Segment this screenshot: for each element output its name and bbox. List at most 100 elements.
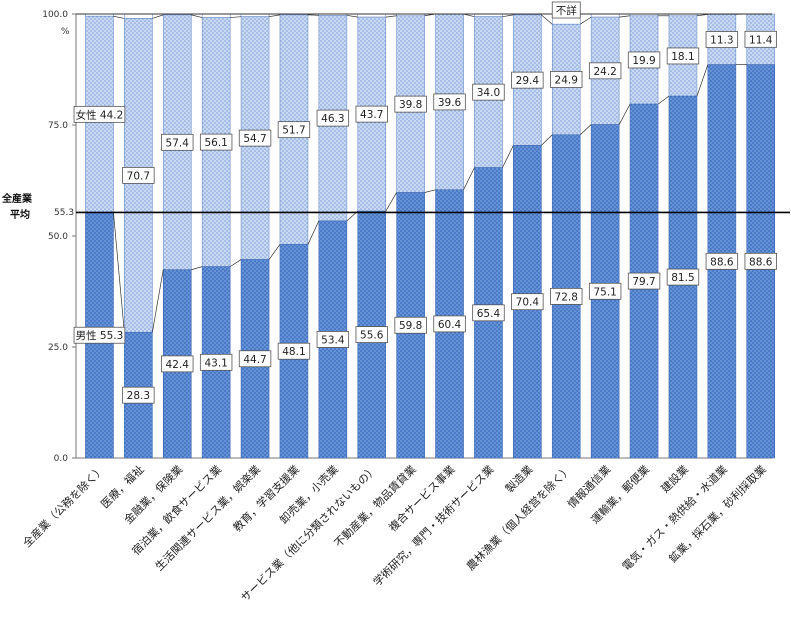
connector-female [113, 15, 125, 19]
label-male-box [744, 252, 777, 270]
label-female: 39.8 [394, 95, 427, 113]
y-axis-unit: % [61, 27, 70, 37]
label-male: 59.8 [394, 316, 427, 334]
label-male: 65.4 [472, 304, 505, 322]
label-male: 72.8 [550, 287, 583, 305]
label-unknown-text: 不詳 [556, 4, 577, 17]
label-female-text: 70.7 [127, 170, 150, 182]
label-female-text: 43.7 [360, 109, 383, 121]
label-male-box [355, 326, 388, 343]
y-tick-label: 50.0 [48, 232, 68, 242]
label-female-text: 18.1 [671, 51, 694, 63]
y-tick-label: 0.0 [54, 454, 69, 464]
label-male: 43.1 [199, 353, 233, 371]
label-male-text: 88.6 [749, 256, 773, 268]
y-tick-label: 25.0 [48, 343, 68, 353]
label-female-text: 39.8 [399, 99, 422, 111]
label-female: 29.4 [511, 71, 544, 89]
label-male-text: 28.3 [127, 390, 150, 402]
connector-female [346, 14, 358, 18]
category-labels: 全産業（公務を除く）医療，福祉金融業，保険業宿泊業，飲食サービス業生活関連サービ… [20, 462, 769, 604]
label-male: 75.1 [588, 282, 622, 300]
bars [85, 13, 776, 459]
average-label-line1: 全産業 [1, 192, 33, 205]
label-female-text: 39.6 [438, 97, 462, 109]
connector-female [152, 14, 164, 19]
label-female-text: 11.4 [749, 34, 773, 46]
label-male-text: 53.4 [321, 334, 345, 346]
connector-male [580, 124, 592, 136]
connector-female [268, 14, 281, 18]
connector-male [385, 192, 397, 212]
label-female-box [161, 133, 194, 151]
label-female-box [73, 105, 126, 123]
label-female-text: 51.7 [282, 125, 305, 137]
label-female-box [277, 121, 311, 139]
label-female: 43.7 [355, 105, 388, 123]
label-male: 44.7 [238, 350, 272, 368]
label-female-text: 34.0 [477, 87, 500, 99]
connector-male [541, 134, 553, 146]
label-female-box [627, 51, 661, 69]
label-female-text: 24.9 [555, 74, 578, 86]
y-tick-label: 100.0 [42, 10, 68, 20]
label-female: 70.7 [122, 166, 155, 184]
label-male-box [394, 316, 427, 334]
label-male-text: 男性 55.3 [76, 329, 124, 342]
connector-male [191, 266, 203, 271]
label-female: 11.4 [744, 30, 777, 48]
category-label: 製造業 [502, 462, 535, 495]
label-female-box [238, 129, 272, 147]
label-male-box [161, 355, 194, 373]
connector-male [502, 145, 514, 168]
label-unknown: 不詳 [551, 1, 581, 19]
label-female-box [588, 62, 622, 80]
label-male: 42.4 [161, 355, 194, 373]
label-male-text: 79.7 [632, 276, 655, 288]
label-female: 19.9 [627, 51, 661, 69]
label-female: 24.9 [550, 71, 583, 88]
category-label: 全産業（公務を除く） [20, 462, 108, 550]
y-axis: 0.0 25.0 50.0 75.0 100.0 % [42, 10, 77, 464]
label-female-text: 19.9 [632, 55, 655, 67]
average-label-line2: 平均 [10, 208, 30, 221]
series-connector-lines [113, 13, 747, 333]
label-female-box [550, 71, 583, 88]
label-male-box [472, 304, 505, 322]
label-male-box [316, 331, 350, 348]
label-male-text: 43.1 [204, 357, 227, 369]
label-unknown-box [551, 1, 581, 19]
label-female-box [316, 109, 350, 127]
label-female-text: 54.7 [243, 133, 266, 145]
label-male: 79.7 [627, 272, 661, 290]
connector-male [424, 189, 436, 193]
connector-female [191, 14, 203, 18]
label-male-box [199, 353, 233, 371]
label-female-text: 56.1 [204, 137, 227, 149]
label-female: 57.4 [161, 133, 194, 151]
label-female-box [122, 166, 155, 184]
label-male: 53.4 [316, 331, 350, 348]
label-female-box [666, 47, 700, 65]
average-line-group [76, 13, 790, 214]
label-male: 88.6 [744, 252, 777, 270]
category-label: 建設業 [658, 462, 691, 495]
average-value-label: 55.3 [54, 208, 74, 218]
label-female: 18.1 [666, 47, 700, 65]
label-male-text: 42.4 [166, 359, 190, 371]
label-female: 女性 44.2 [73, 105, 126, 123]
label-female: 54.7 [238, 129, 272, 147]
label-male-text: 65.4 [477, 308, 501, 320]
label-male-box [550, 287, 583, 305]
label-female-text: 29.4 [516, 75, 540, 87]
connector-female [230, 16, 242, 18]
label-male-box [238, 350, 272, 368]
label-male-text: 81.5 [671, 272, 694, 284]
connector-male [696, 64, 709, 97]
label-female-box [355, 105, 388, 123]
label-male-box [588, 282, 622, 300]
data-labels: 男性 55.3 女性 44.2 28.3 70.7 42.4 57.4 43.1 56.1 44… [73, 1, 777, 404]
label-male-text: 59.8 [399, 320, 422, 332]
label-male-box [122, 386, 155, 404]
